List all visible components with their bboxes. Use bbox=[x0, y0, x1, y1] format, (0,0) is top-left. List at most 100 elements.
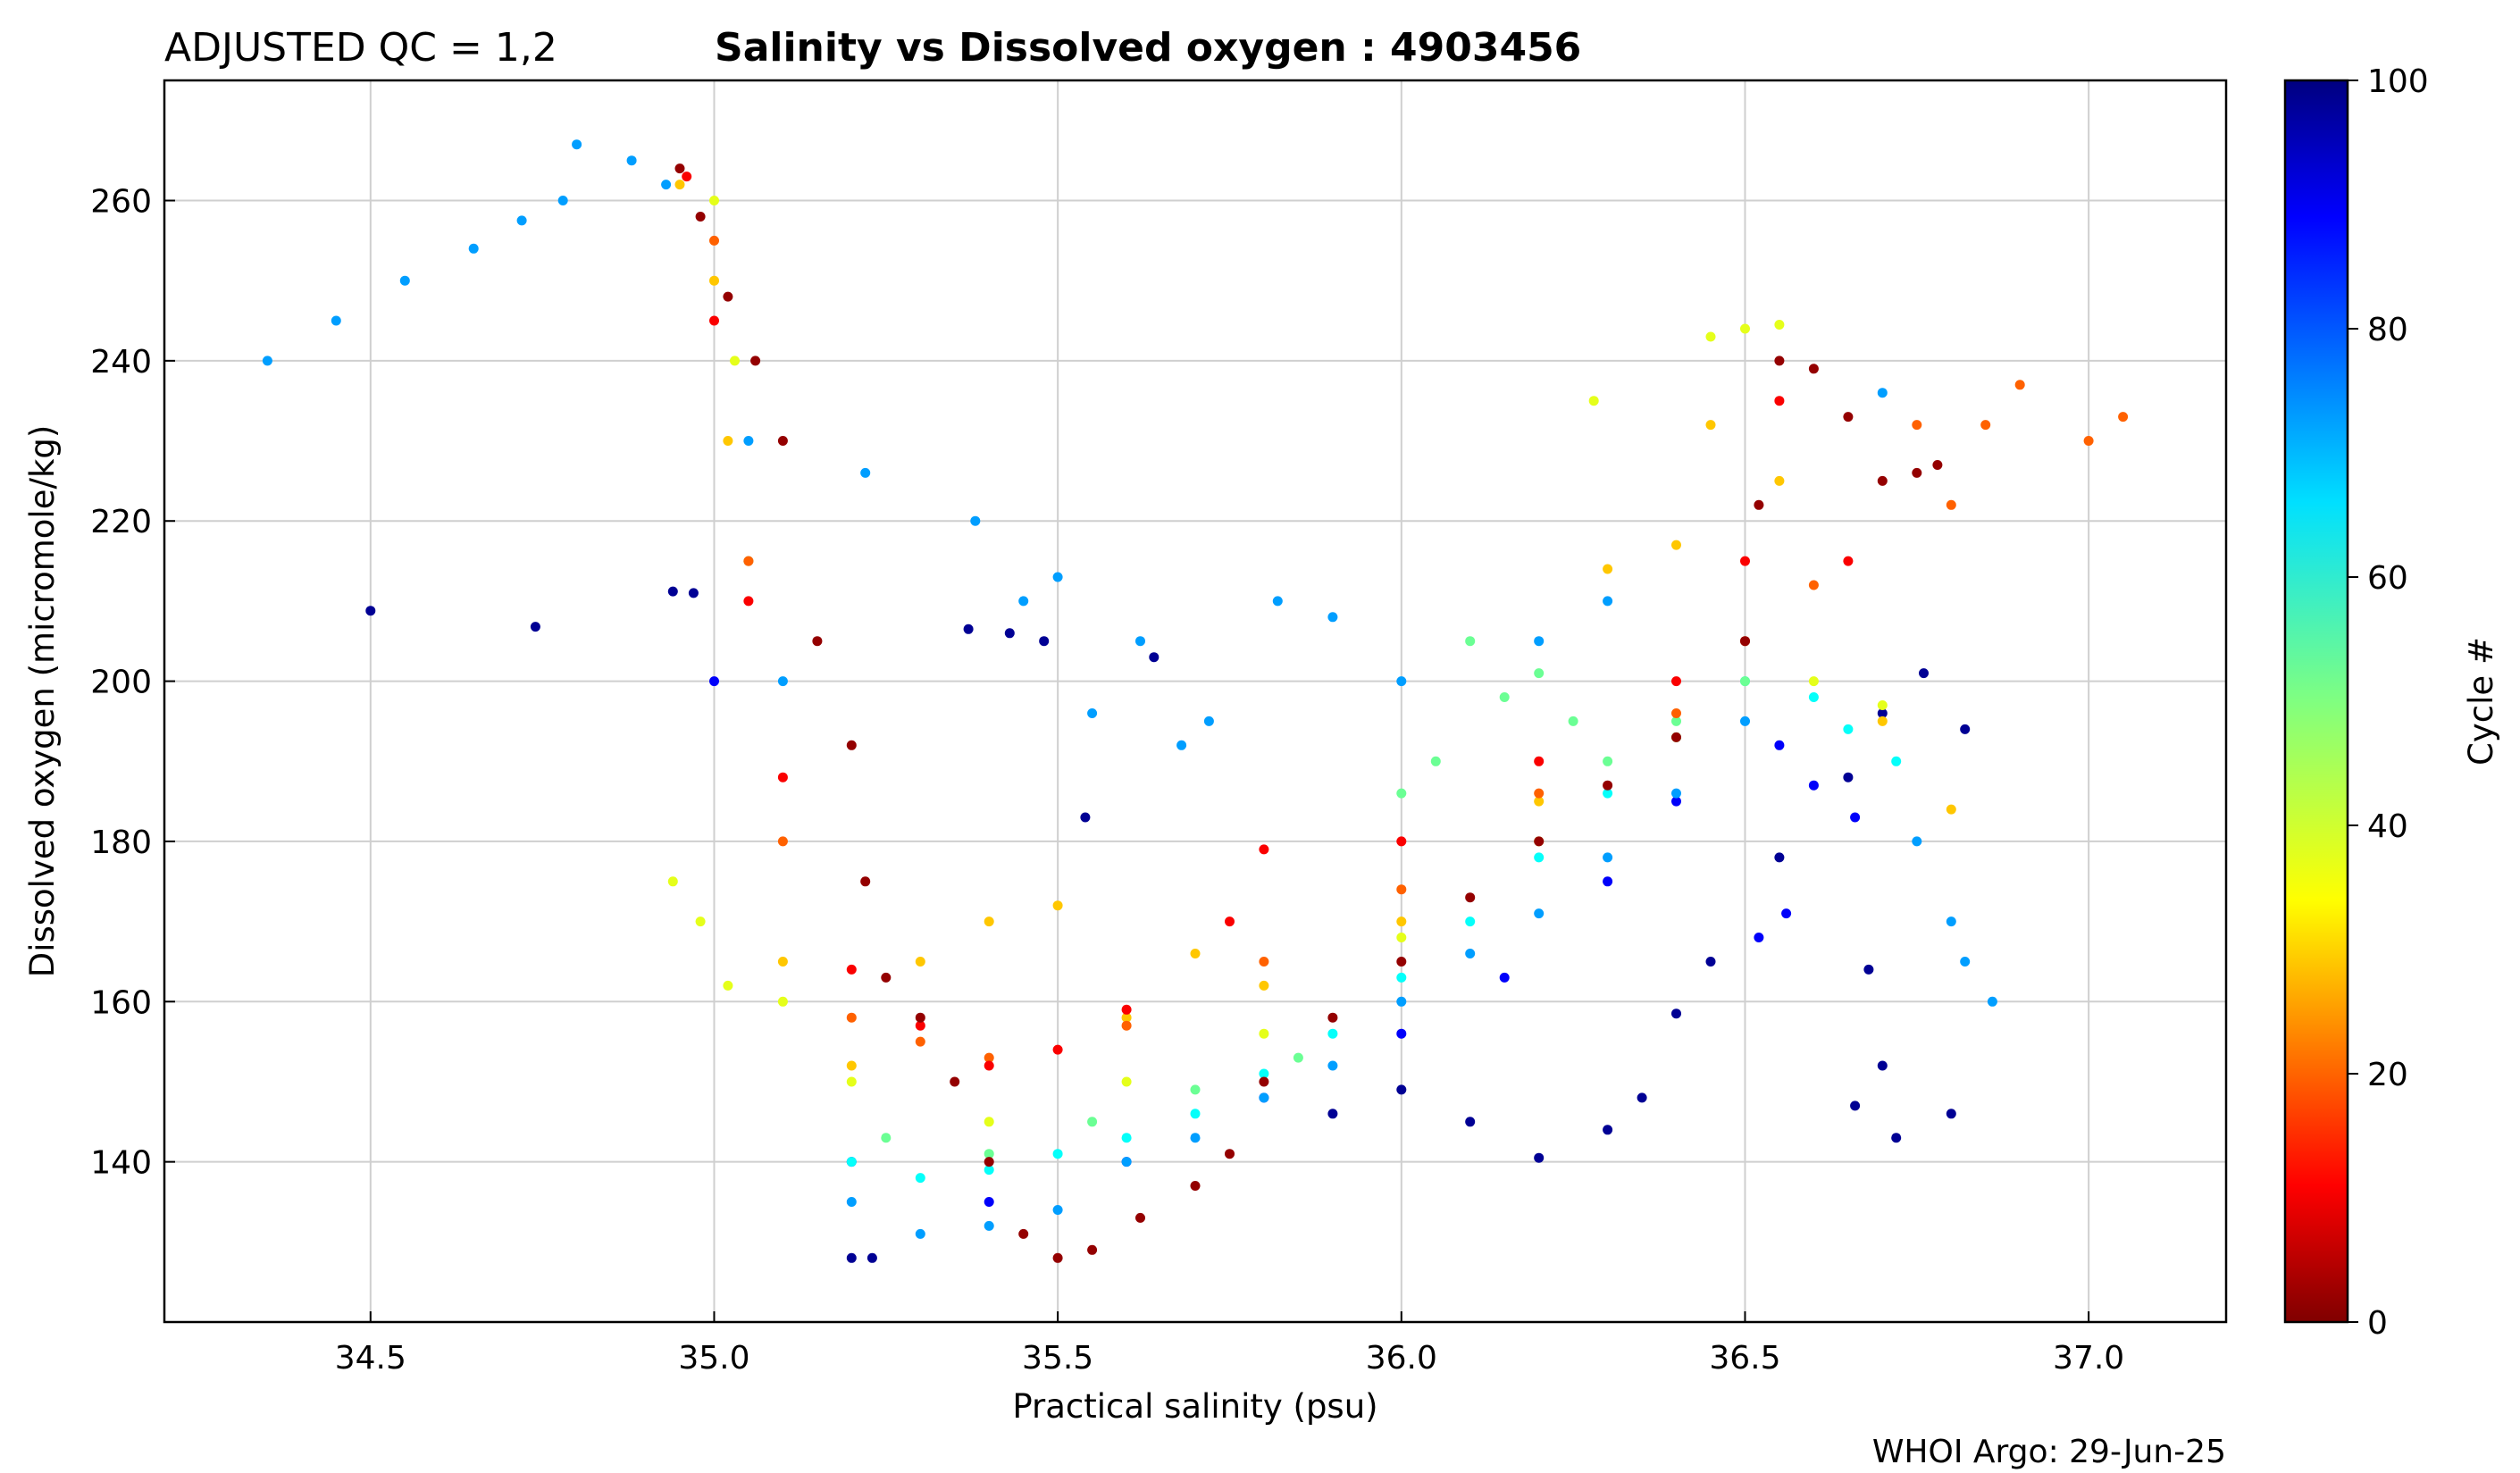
x-tick-label: 35.5 bbox=[1022, 1340, 1093, 1377]
data-point bbox=[915, 957, 925, 967]
data-point bbox=[1190, 1181, 1201, 1191]
data-point bbox=[1465, 892, 1476, 903]
data-point bbox=[1052, 1044, 1063, 1055]
data-point bbox=[1259, 957, 1269, 967]
data-point bbox=[695, 916, 706, 927]
data-point bbox=[1052, 1205, 1063, 1215]
data-point bbox=[682, 172, 692, 182]
data-point bbox=[1603, 1125, 1613, 1135]
data-point bbox=[1534, 908, 1545, 919]
data-point bbox=[1190, 1133, 1201, 1143]
data-point bbox=[1039, 636, 1050, 647]
data-point bbox=[1774, 356, 1785, 366]
y-ticks: 140 160 180 200 220 240 260 bbox=[90, 184, 175, 1182]
colorbar-label: Cycle # bbox=[2462, 637, 2500, 766]
data-point bbox=[984, 1052, 994, 1063]
data-point bbox=[674, 163, 685, 174]
data-point bbox=[1190, 1084, 1201, 1095]
data-point bbox=[984, 1117, 994, 1127]
data-point bbox=[1396, 916, 1407, 927]
data-point bbox=[1912, 467, 1922, 478]
data-point bbox=[1121, 1157, 1132, 1168]
data-point bbox=[1087, 1117, 1098, 1127]
data-point bbox=[860, 467, 871, 478]
data-point bbox=[1121, 1020, 1132, 1031]
colorbar-tick-label: 80 bbox=[2367, 312, 2408, 348]
data-point bbox=[1004, 628, 1015, 639]
data-point bbox=[1919, 668, 1929, 679]
data-point bbox=[1960, 957, 1971, 967]
data-point bbox=[1774, 740, 1785, 750]
data-point bbox=[867, 1252, 877, 1263]
data-point bbox=[1327, 1060, 1338, 1071]
data-point bbox=[1176, 740, 1187, 750]
data-points bbox=[262, 139, 2129, 1263]
data-point bbox=[1877, 700, 1888, 710]
data-point bbox=[1946, 499, 1956, 510]
data-point bbox=[1603, 780, 1613, 791]
data-point bbox=[777, 676, 788, 687]
data-point bbox=[1327, 1028, 1338, 1039]
data-point bbox=[915, 1020, 925, 1031]
data-point bbox=[1774, 852, 1785, 863]
data-point bbox=[1808, 780, 1819, 791]
data-point bbox=[1190, 1109, 1201, 1119]
data-point bbox=[1149, 652, 1160, 663]
data-point bbox=[1946, 1109, 1956, 1119]
data-point bbox=[846, 1012, 857, 1023]
data-point bbox=[1534, 836, 1545, 847]
data-point bbox=[709, 315, 719, 326]
data-point bbox=[1603, 756, 1613, 766]
data-point bbox=[1272, 596, 1283, 607]
data-point bbox=[1087, 1244, 1098, 1255]
data-point bbox=[709, 676, 719, 687]
x-tick-label: 37.0 bbox=[2053, 1340, 2124, 1377]
data-point bbox=[1018, 1228, 1029, 1239]
data-point bbox=[365, 606, 376, 616]
data-point bbox=[915, 1036, 925, 1047]
data-point bbox=[1396, 884, 1407, 895]
data-point bbox=[1588, 396, 1599, 406]
data-point bbox=[667, 876, 678, 887]
data-point bbox=[1225, 916, 1235, 927]
data-point bbox=[1259, 1028, 1269, 1039]
data-point bbox=[1396, 1084, 1407, 1095]
data-point bbox=[1671, 708, 1681, 718]
data-point bbox=[812, 636, 823, 647]
data-point bbox=[1843, 556, 1854, 566]
colorbar-tick-label: 40 bbox=[2367, 808, 2408, 845]
data-point bbox=[1740, 323, 1750, 334]
data-point bbox=[1891, 1133, 1902, 1143]
data-point bbox=[331, 315, 341, 326]
data-point bbox=[1396, 933, 1407, 942]
data-point bbox=[1603, 596, 1613, 607]
data-point bbox=[1740, 556, 1750, 566]
data-point bbox=[1534, 852, 1545, 863]
data-point bbox=[984, 1060, 994, 1071]
data-point bbox=[1603, 876, 1613, 887]
data-point bbox=[1754, 499, 1764, 510]
data-point bbox=[1259, 844, 1269, 855]
data-point bbox=[723, 436, 733, 446]
y-tick-label: 180 bbox=[90, 824, 152, 861]
colorbar bbox=[2283, 79, 2349, 1324]
data-point bbox=[1671, 716, 1681, 726]
data-point bbox=[846, 964, 857, 975]
data-point bbox=[1946, 804, 1956, 815]
data-point bbox=[709, 235, 719, 246]
x-tick-label: 35.0 bbox=[678, 1340, 749, 1377]
data-point bbox=[1671, 732, 1681, 742]
data-point bbox=[674, 180, 685, 190]
data-point bbox=[1912, 836, 1922, 847]
data-point bbox=[777, 772, 788, 783]
data-point bbox=[915, 1173, 925, 1184]
y-tick-label: 160 bbox=[90, 984, 152, 1021]
data-point bbox=[750, 356, 761, 366]
data-point bbox=[1499, 972, 1510, 983]
data-point bbox=[1877, 1060, 1888, 1071]
data-point bbox=[1705, 420, 1716, 431]
data-point bbox=[846, 1252, 857, 1263]
footer-credit: WHOI Argo: 29-Jun-25 bbox=[1872, 1434, 2226, 1470]
series-cycle-88 bbox=[682, 172, 1854, 1071]
data-point bbox=[1850, 812, 1861, 823]
